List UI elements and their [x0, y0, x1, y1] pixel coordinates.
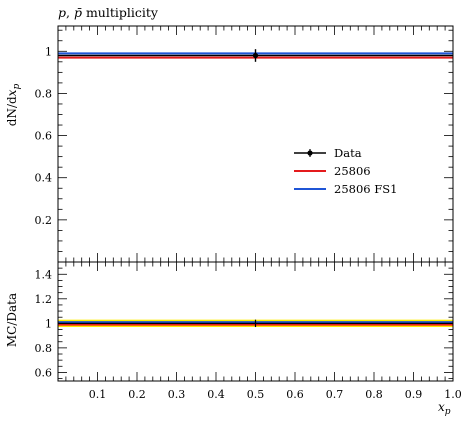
chart-title: p, p̄ multiplicity: [58, 5, 159, 20]
y-tick-label: 0.2: [35, 214, 53, 227]
ratio-y-tick-label: 0.8: [35, 342, 53, 355]
x-tick-label: 0.1: [89, 388, 107, 401]
legend-data-marker: [307, 150, 313, 156]
ratio-y-tick-label: 0.6: [35, 366, 53, 379]
x-tick-label: 0.5: [247, 388, 265, 401]
data-point: [252, 52, 259, 59]
x-tick-label: 1.0: [444, 388, 462, 401]
ratio-y-tick-label: 1.2: [35, 293, 53, 306]
ratio-y-axis-label: MC/Data: [5, 293, 19, 347]
x-axis-label: xp: [438, 400, 451, 417]
ratio-panel: 0.1 0.2 0.3 0.4 0.5 0.6 0.7 0.8 0.9 1.0 0.6 0.8 1 1.2…: [35, 261, 462, 401]
main-panel: 0.2 0.4 0.6 0.8 1: [35, 25, 454, 263]
legend-label-2: 25806: [334, 164, 371, 178]
x-tick-label: 0.7: [326, 388, 344, 401]
x-tick-label: 0.3: [168, 388, 186, 401]
ratio-y-tick-label: 1.4: [35, 268, 53, 281]
x-tick-label: 0.4: [207, 388, 225, 401]
y-tick-label: 0.4: [35, 172, 53, 185]
y-axis-label: dN/dxp: [5, 84, 22, 127]
legend-label-3: 25806 FS1: [334, 182, 397, 196]
legend: Data 25806 25806 FS1: [294, 146, 397, 196]
x-tick-label: 0.9: [405, 388, 423, 401]
legend-label-1: Data: [334, 146, 362, 160]
y-tick-label: 1: [45, 45, 52, 58]
y-tick-label: 0.6: [35, 130, 53, 143]
ratio-y-tick-label: 1: [45, 317, 52, 330]
x-tick-label: 0.8: [365, 388, 383, 401]
x-tick-label: 0.2: [128, 388, 146, 401]
y-tick-label: 0.8: [35, 87, 53, 100]
x-tick-label: 0.6: [286, 388, 304, 401]
